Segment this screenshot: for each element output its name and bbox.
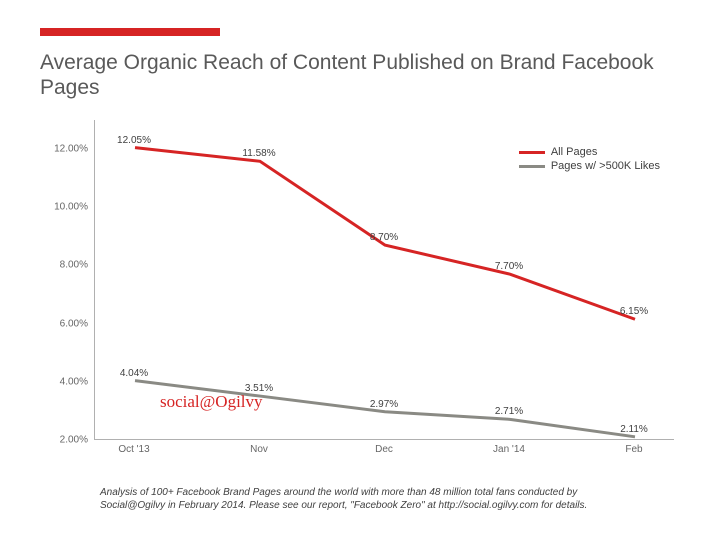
data-point-label: 2.11% (620, 424, 648, 435)
chart-legend: All Pages Pages w/ >500K Likes (519, 146, 660, 174)
legend-swatch (519, 151, 545, 154)
y-tick-label: 4.00% (44, 376, 88, 387)
page-title: Average Organic Reach of Content Publish… (40, 50, 680, 100)
x-tick-label: Oct '13 (118, 444, 149, 455)
data-point-label: 4.04% (120, 367, 148, 378)
legend-item: Pages w/ >500K Likes (519, 160, 660, 172)
data-point-label: 12.05% (117, 134, 151, 145)
legend-label: All Pages (551, 146, 597, 158)
y-tick-label: 10.00% (44, 202, 88, 213)
x-tick-label: Jan '14 (493, 444, 525, 455)
watermark: social@Ogilvy (160, 392, 263, 412)
legend-item: All Pages (519, 146, 660, 158)
data-point-label: 7.70% (495, 261, 523, 272)
data-point-label: 6.15% (620, 306, 648, 317)
accent-bar (40, 28, 220, 36)
data-point-label: 8.70% (370, 232, 398, 243)
data-point-label: 2.71% (495, 406, 523, 417)
y-tick-label: 12.00% (44, 144, 88, 155)
x-tick-label: Feb (625, 444, 642, 455)
y-tick-label: 2.00% (44, 435, 88, 446)
x-tick-label: Dec (375, 444, 393, 455)
legend-label: Pages w/ >500K Likes (551, 160, 660, 172)
y-tick-label: 6.00% (44, 318, 88, 329)
line-chart: All Pages Pages w/ >500K Likes social@Ogi… (40, 114, 680, 474)
data-point-label: 3.51% (245, 383, 273, 394)
x-tick-label: Nov (250, 444, 268, 455)
caption-text: Analysis of 100+ Facebook Brand Pages ar… (100, 486, 640, 512)
data-point-label: 11.58% (242, 148, 275, 159)
data-point-label: 2.97% (370, 399, 398, 410)
legend-swatch (519, 165, 545, 168)
y-tick-label: 8.00% (44, 260, 88, 271)
